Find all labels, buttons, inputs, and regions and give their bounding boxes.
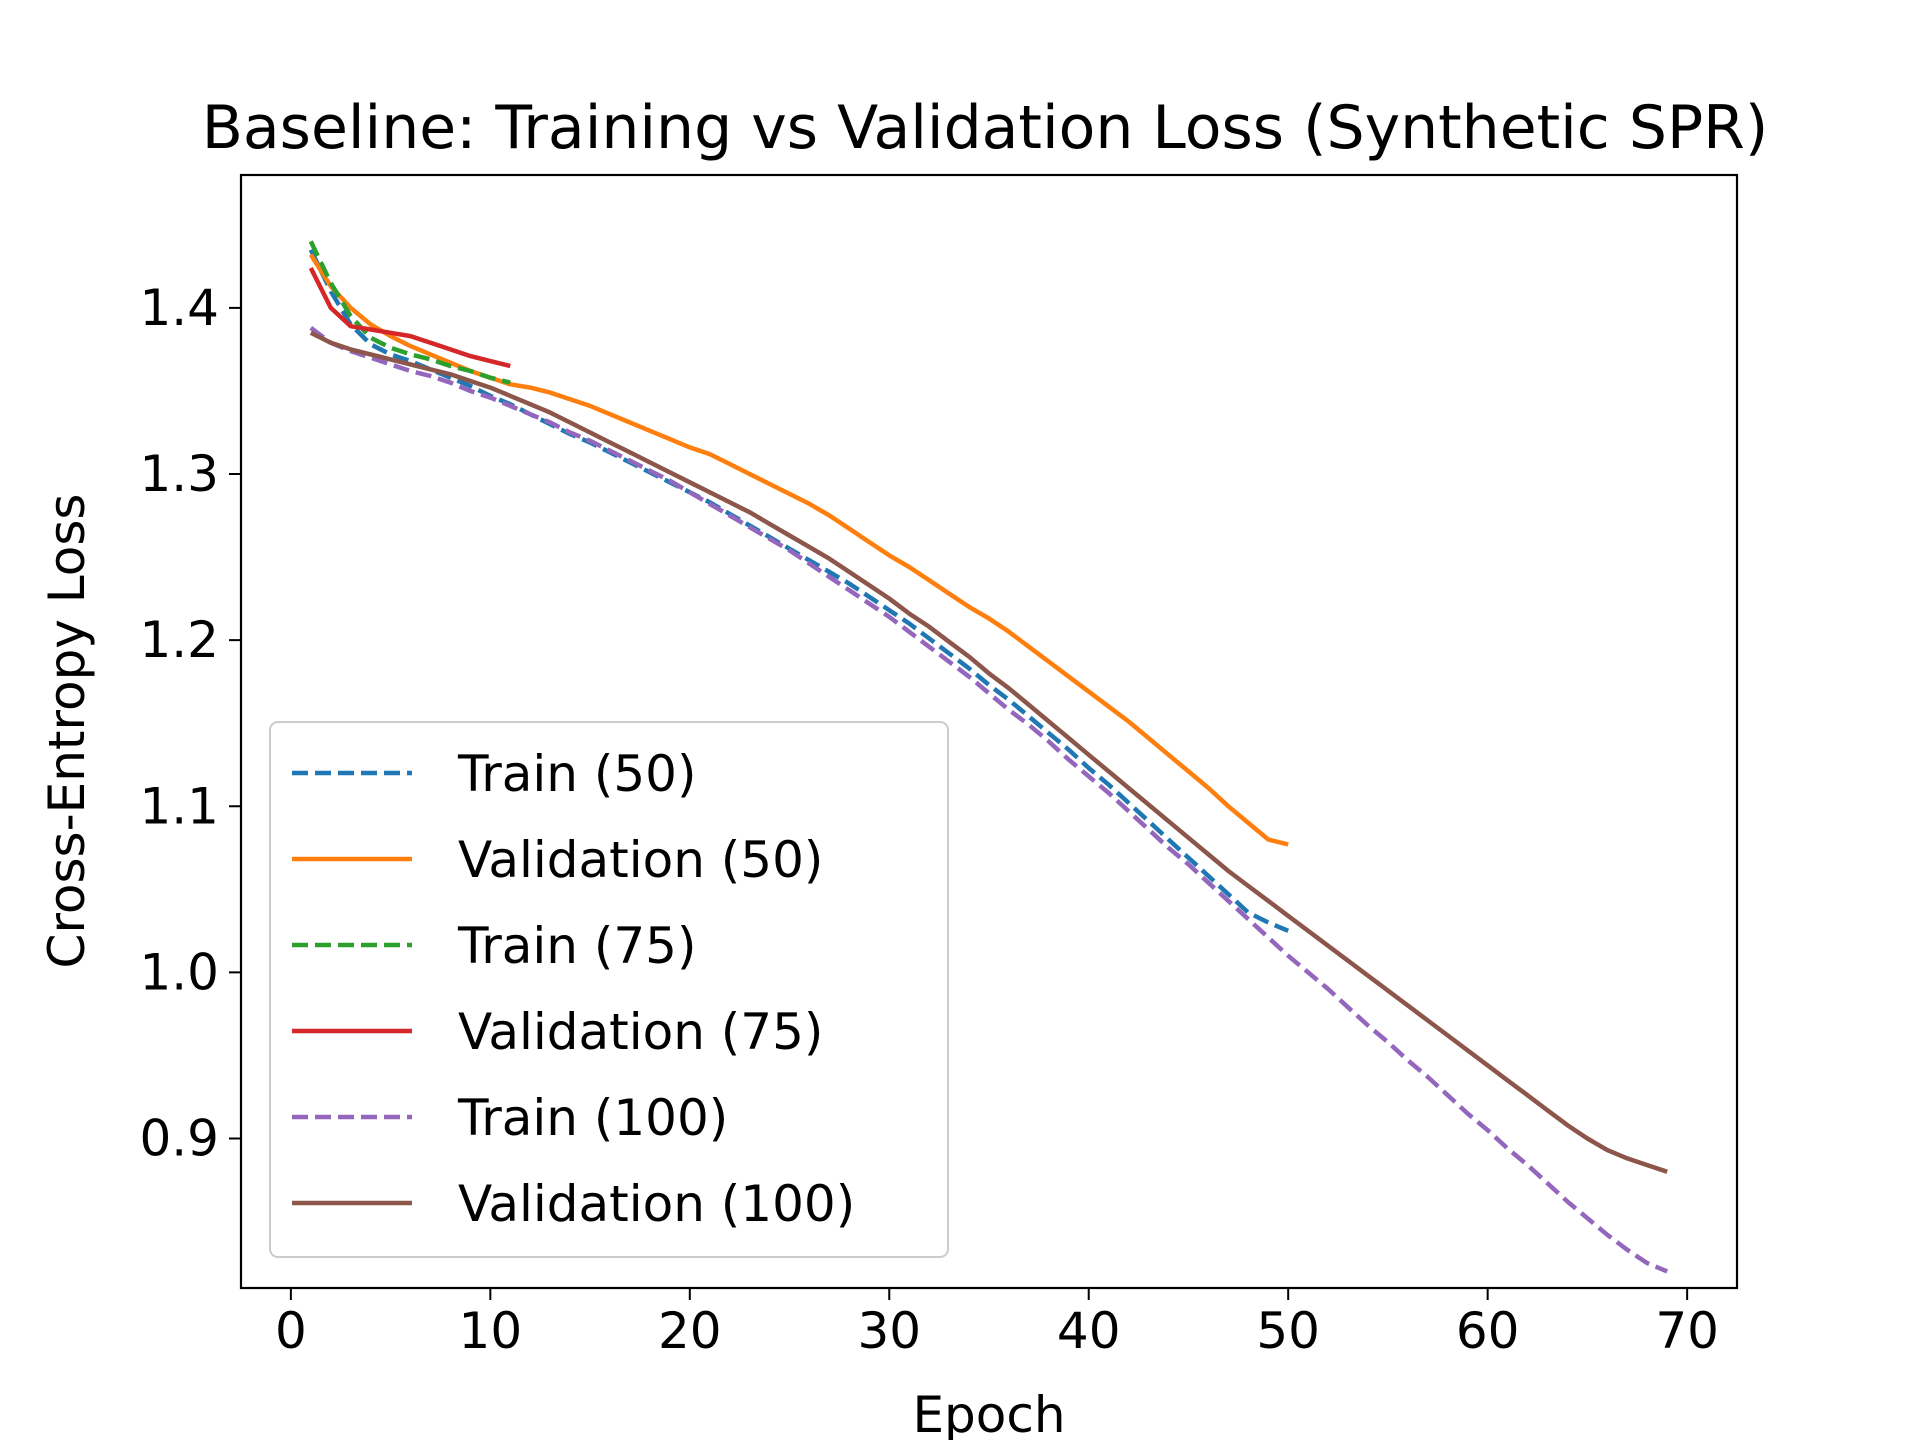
legend-label-3: Validation (75): [458, 1003, 823, 1061]
x-axis-label: Epoch: [912, 1386, 1065, 1440]
x-tick-label: 50: [1256, 1302, 1320, 1360]
series-line-0: [308, 248, 1290, 933]
chart-title: Baseline: Training vs Validation Loss (S…: [202, 93, 1768, 163]
series-line-3: [308, 266, 511, 369]
y-tick-label: 1.3: [139, 445, 219, 503]
y-tick-label: 0.9: [139, 1109, 219, 1167]
legend-label-2: Train (75): [457, 917, 697, 975]
series-line-4: [309, 326, 1669, 1274]
y-tick-label: 1.2: [139, 611, 219, 669]
x-tick-label: 20: [658, 1302, 722, 1360]
legend: Train (50) Validation (50) Train (75) Valid…: [269, 721, 949, 1258]
y-axis-label: Cross-Entropy Loss: [38, 494, 96, 969]
x-tick-label: 30: [857, 1302, 921, 1360]
plot-frame: [239, 173, 1739, 1290]
legend-label-1: Validation (50): [458, 831, 823, 889]
x-tick-label: 40: [1057, 1302, 1121, 1360]
series-line-1: [308, 253, 1289, 847]
legend-label-5: Validation (100): [458, 1175, 855, 1233]
plot-area: [308, 240, 1669, 1274]
x-tick-label: 0: [275, 1302, 307, 1360]
x-tick-label: 60: [1456, 1302, 1520, 1360]
y-tick-label: 1.1: [139, 777, 219, 835]
x-axis: 0 10 20 30 40 50 60 70: [275, 1288, 1719, 1360]
y-axis: 0.9 1.0 1.1 1.2 1.3 1.4: [139, 279, 241, 1167]
legend-box: [269, 721, 949, 1258]
y-tick-label: 1.0: [139, 943, 219, 1001]
legend-label-0: Train (50): [457, 745, 697, 803]
legend-label-4: Train (100): [457, 1089, 728, 1147]
x-tick-label: 70: [1655, 1302, 1719, 1360]
series-line-5: [309, 330, 1668, 1174]
x-tick-label: 10: [459, 1302, 523, 1360]
y-tick-label: 1.4: [139, 279, 219, 337]
series-line-2: [308, 240, 511, 385]
